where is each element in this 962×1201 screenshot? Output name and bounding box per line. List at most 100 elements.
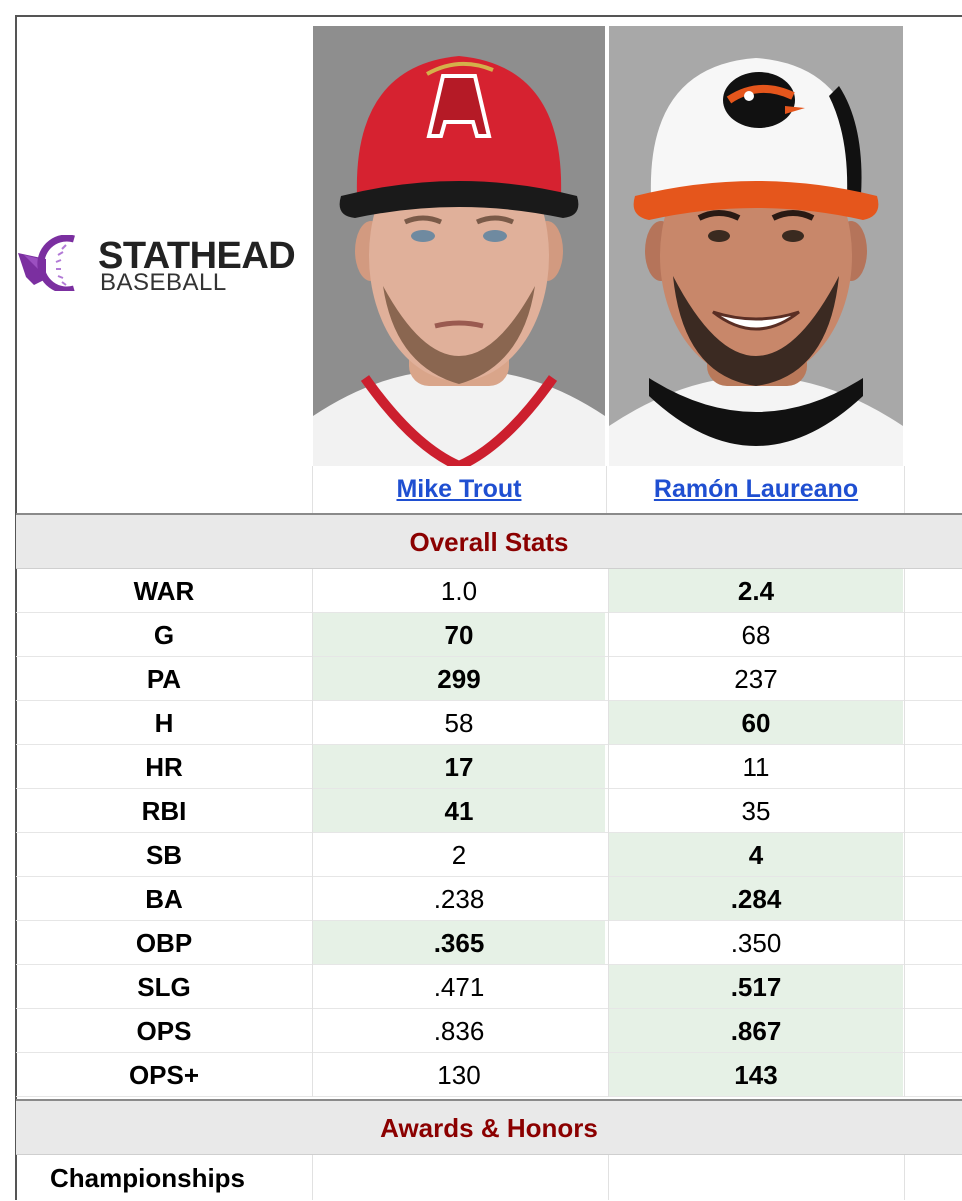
player-photo-ramon-laureano bbox=[609, 26, 903, 466]
column-divider bbox=[904, 569, 905, 613]
stat-value-laureano: 60 bbox=[609, 701, 903, 744]
player-name-cell-trout: Mike Trout bbox=[313, 466, 605, 514]
stat-value-laureano: .517 bbox=[609, 965, 903, 1008]
section-header-awards-honors: Awards & Honors bbox=[16, 1099, 962, 1155]
stat-value-trout: 58 bbox=[444, 708, 474, 738]
table-row: OPS+ 130 143 bbox=[16, 1053, 962, 1097]
stathead-logo-mark-icon bbox=[18, 235, 75, 291]
column-divider bbox=[904, 877, 905, 921]
column-divider bbox=[608, 613, 609, 657]
column-divider bbox=[904, 701, 905, 745]
column-divider bbox=[312, 701, 313, 745]
stat-value-trout: 1.0 bbox=[440, 576, 478, 606]
stat-label: SLG bbox=[137, 972, 191, 1002]
stat-value-laureano: 2.4 bbox=[609, 569, 903, 612]
column-divider bbox=[904, 745, 905, 789]
table-row: SLG .471 .517 bbox=[16, 965, 962, 1009]
logo-brand-text: STATHEAD bbox=[98, 235, 296, 277]
stat-value-trout: 17 bbox=[313, 745, 605, 788]
column-divider bbox=[312, 613, 313, 657]
column-divider bbox=[904, 921, 905, 965]
stat-value-trout: 70 bbox=[313, 613, 605, 656]
stat-label: Championships bbox=[50, 1163, 246, 1193]
player-portrait-icon bbox=[313, 26, 605, 466]
stat-value-trout: .836 bbox=[433, 1016, 485, 1046]
column-divider bbox=[312, 789, 313, 833]
column-divider bbox=[606, 466, 607, 513]
stat-label: H bbox=[154, 708, 174, 738]
table-row: OPS .836 .867 bbox=[16, 1009, 962, 1053]
column-divider bbox=[904, 466, 905, 513]
column-divider bbox=[312, 1009, 313, 1053]
column-divider bbox=[608, 1053, 609, 1097]
logo-sub-text: BASEBALL bbox=[100, 269, 227, 296]
stat-value-trout: 130 bbox=[437, 1060, 481, 1090]
column-divider bbox=[312, 1155, 313, 1200]
column-divider bbox=[312, 833, 313, 877]
player-link-ramon-laureano[interactable]: Ramón Laureano bbox=[653, 475, 859, 503]
stat-label: RBI bbox=[141, 796, 187, 826]
column-divider bbox=[608, 921, 609, 965]
stat-label: WAR bbox=[133, 576, 195, 606]
stat-value-trout: .365 bbox=[313, 921, 605, 964]
column-divider bbox=[608, 1009, 609, 1053]
stat-label: HR bbox=[145, 752, 183, 782]
column-divider bbox=[312, 877, 313, 921]
column-divider bbox=[608, 657, 609, 701]
table-row: BA .238 .284 bbox=[16, 877, 962, 921]
column-divider bbox=[904, 1053, 905, 1097]
column-divider bbox=[608, 877, 609, 921]
column-divider bbox=[608, 1155, 609, 1200]
column-divider bbox=[608, 965, 609, 1009]
column-divider bbox=[312, 965, 313, 1009]
stat-value-laureano: .284 bbox=[609, 877, 903, 920]
stat-label: OBP bbox=[135, 928, 193, 958]
stat-value-laureano: .350 bbox=[730, 928, 782, 958]
stat-value-trout: 299 bbox=[313, 657, 605, 700]
table-row: OBP .365 .350 bbox=[16, 921, 962, 965]
column-divider bbox=[904, 1009, 905, 1053]
column-divider bbox=[608, 745, 609, 789]
stat-label: OPS+ bbox=[128, 1060, 200, 1090]
column-divider bbox=[608, 833, 609, 877]
stat-label: BA bbox=[145, 884, 183, 914]
stat-value-laureano: 237 bbox=[734, 664, 778, 694]
stat-value-trout: 41 bbox=[313, 789, 605, 832]
column-divider bbox=[312, 466, 313, 513]
column-divider bbox=[312, 745, 313, 789]
player-photo-mike-trout bbox=[313, 26, 605, 466]
player-link-mike-trout[interactable]: Mike Trout bbox=[396, 475, 522, 503]
stat-value-laureano: .867 bbox=[609, 1009, 903, 1052]
stat-value-trout: .471 bbox=[433, 972, 485, 1002]
player-name-cell-laureano: Ramón Laureano bbox=[609, 466, 903, 514]
stat-label: PA bbox=[146, 664, 182, 694]
stat-label: SB bbox=[145, 840, 183, 870]
table-row-championships: Championships bbox=[16, 1155, 962, 1200]
table-row: G 70 68 bbox=[16, 613, 962, 657]
table-row: PA 299 237 bbox=[16, 657, 962, 701]
column-divider bbox=[312, 921, 313, 965]
stat-label: OPS bbox=[136, 1016, 192, 1046]
stat-label: G bbox=[153, 620, 175, 650]
stat-value-trout: 2 bbox=[451, 840, 467, 870]
stat-value-trout: .238 bbox=[433, 884, 485, 914]
column-divider bbox=[608, 789, 609, 833]
column-divider bbox=[904, 1155, 905, 1200]
stats-table: WAR 1.0 2.4 G 70 68 PA 299 237 H 58 60 HR 17 11 RBI 41 35… bbox=[16, 569, 962, 1097]
stat-value-laureano: 35 bbox=[741, 796, 771, 826]
table-row: RBI 41 35 bbox=[16, 789, 962, 833]
stat-value-laureano: 11 bbox=[742, 752, 770, 782]
column-divider bbox=[312, 569, 313, 613]
stat-value-laureano: 68 bbox=[741, 620, 771, 650]
column-divider bbox=[904, 965, 905, 1009]
column-divider bbox=[904, 789, 905, 833]
stat-value-laureano: 4 bbox=[609, 833, 903, 876]
column-divider bbox=[312, 657, 313, 701]
table-row: H 58 60 bbox=[16, 701, 962, 745]
section-header-overall-stats: Overall Stats bbox=[16, 513, 962, 569]
table-row: SB 2 4 bbox=[16, 833, 962, 877]
stat-value-laureano: 143 bbox=[609, 1053, 903, 1096]
comparison-frame bbox=[15, 15, 962, 1200]
column-divider bbox=[608, 701, 609, 745]
column-divider bbox=[608, 569, 609, 613]
